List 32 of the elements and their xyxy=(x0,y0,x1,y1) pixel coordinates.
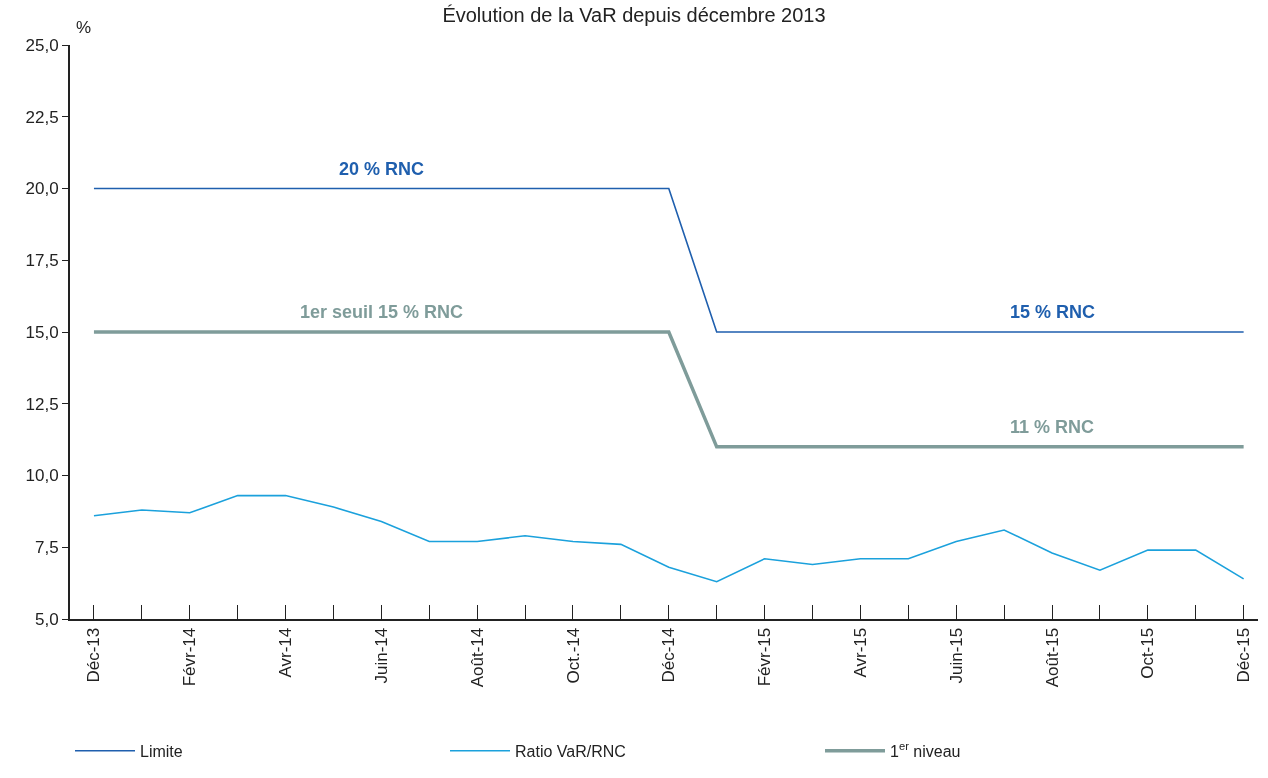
legend-label: Ratio VaR/RNC xyxy=(515,742,626,760)
x-tick-label: Déc-14 xyxy=(659,627,679,683)
x-tick-label: Déc-15 xyxy=(1234,627,1254,683)
y-axis-title: % xyxy=(76,18,92,37)
line-series xyxy=(93,494,1245,583)
annotation: 15 % RNC xyxy=(1010,302,1096,322)
y-tick-label: 12,5 xyxy=(25,394,59,414)
y-tick-label: 7,5 xyxy=(34,538,59,558)
legend-label: 1$^{er}$ niveau xyxy=(890,740,961,760)
x-tick-label: Oct-15 xyxy=(1138,627,1158,679)
x-tick-label: Juin-15 xyxy=(946,627,966,684)
x-tick-label: Juin-14 xyxy=(371,627,391,684)
y-tick-label: 5,0 xyxy=(34,609,59,629)
x-tick-label: Avr-14 xyxy=(276,627,296,678)
y-tick-label: 17,5 xyxy=(25,251,59,271)
x-tick-label: Déc-13 xyxy=(84,627,104,683)
x-tick-label: Août-14 xyxy=(467,627,487,688)
x-tick-label: Févr-15 xyxy=(755,627,775,687)
chart-title: Évolution de la VaR depuis décembre 2013 xyxy=(442,3,826,26)
annotation: 20 % RNC xyxy=(339,159,425,179)
legend-label: Limite xyxy=(140,742,183,760)
x-tick-label: Févr-14 xyxy=(180,627,200,687)
annotation: 11 % RNC xyxy=(1010,417,1095,437)
annotation: 1er seuil 15 % RNC xyxy=(300,302,464,322)
y-tick-label: 25,0 xyxy=(25,35,59,55)
x-tick-label: Août-15 xyxy=(1042,627,1062,688)
x-tick-label: Avr-15 xyxy=(850,627,870,678)
y-tick-label: 10,0 xyxy=(25,466,59,486)
x-tick-label: Oct.-14 xyxy=(563,627,583,684)
y-tick-label: 15,0 xyxy=(25,322,59,342)
y-tick-label: 20,0 xyxy=(25,179,59,199)
y-tick-label: 22,5 xyxy=(25,107,59,127)
